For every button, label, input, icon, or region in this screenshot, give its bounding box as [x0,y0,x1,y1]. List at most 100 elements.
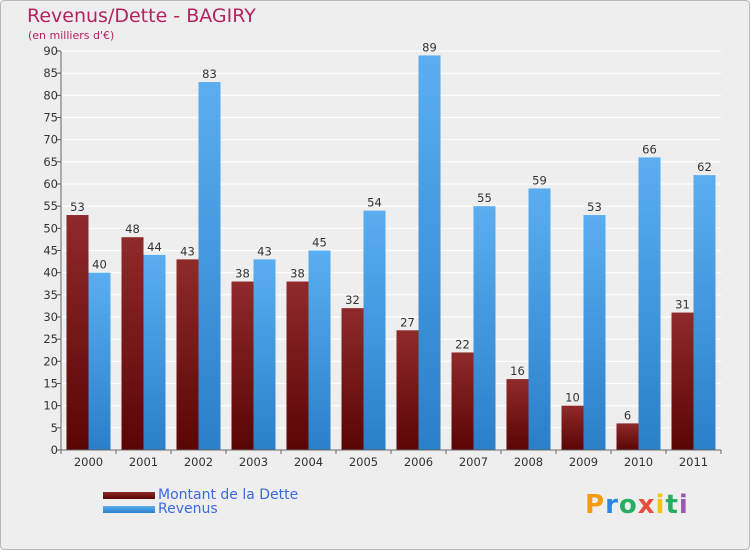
x-tick-label: 2003 [239,455,268,469]
bar-debt [396,330,419,450]
bar-debt [451,352,474,450]
logo-letter: r [605,490,619,520]
y-tick-label: 15 [43,377,58,391]
legend-item-debt: Montant de la Dette [103,487,299,503]
bar-debt [121,237,144,450]
y-tick-label: 75 [43,111,58,125]
y-tick-label: 90 [43,44,58,58]
y-tick-label: 35 [43,288,58,302]
logo-letter: i [655,490,666,520]
bar-debt [671,312,694,450]
x-tick-label: 2001 [129,455,158,469]
data-label-debt: 22 [455,337,470,351]
bar-revenue [143,254,166,450]
y-tick-label: 50 [43,221,58,235]
x-tick-label: 2011 [679,455,708,469]
bar-debt [286,281,309,450]
x-tick-label: 2009 [569,455,598,469]
data-label-debt: 27 [400,315,415,329]
logo-letter: x [637,490,656,520]
bar-revenue [88,272,111,450]
y-tick-label: 20 [43,354,58,368]
data-label-revenue: 59 [532,173,547,187]
data-label-revenue: 40 [92,258,107,272]
data-label-debt: 38 [235,267,250,281]
y-tick-label: 40 [43,266,58,280]
x-tick-label: 2008 [514,455,543,469]
data-label-revenue: 53 [587,200,602,214]
bar-debt [616,423,639,450]
y-tick-label: 60 [43,177,58,191]
y-tick-label: 55 [43,199,58,213]
data-label-revenue: 66 [642,142,657,156]
logo-letter: o [618,490,638,520]
bars: 53 40 48 44 43 83 38 43 38 45 32 54 27 89 22 55 16 59 10 53… [66,40,716,451]
grid [61,50,721,451]
chart-subtitle: (en milliers d'€) [28,29,115,42]
bar-revenue [198,82,221,451]
y-tick-label: 25 [43,332,58,346]
x-tick-label: 2000 [74,455,103,469]
data-label-revenue: 45 [312,236,327,250]
legend-label-revenue: Revenus [158,501,218,517]
y-tick-label: 70 [43,133,58,147]
proxiti-logo: Proxiti [585,490,689,520]
data-label-revenue: 89 [422,40,437,54]
data-label-revenue: 43 [257,244,272,258]
bar-revenue [253,259,276,450]
x-tick-label: 2004 [294,455,323,469]
bar-revenue [638,157,661,450]
x-tick-label: 2006 [404,455,433,469]
legend-swatch-debt [103,491,155,499]
y-tick-label: 30 [43,310,58,324]
axes: 0 5 10 15 20 25 30 35 40 45 50 55 60 65 70 75 80 85 90 2000… [43,44,722,469]
bar-debt [561,405,584,450]
data-label-debt: 16 [510,364,525,378]
y-tick-label: 0 [51,443,58,457]
data-label-revenue: 55 [477,191,492,205]
data-label-revenue: 83 [202,67,217,81]
data-label-debt: 32 [345,293,360,307]
bar-debt [506,379,529,450]
bar-revenue [418,55,441,450]
data-label-debt: 48 [125,222,140,236]
logo-letter: P [585,490,606,520]
data-label-debt: 38 [290,267,305,281]
logo-letter: t [665,490,679,520]
data-label-debt: 6 [624,408,631,422]
bar-debt [231,281,254,450]
bar-debt [176,259,199,450]
bar-debt [341,308,364,450]
data-label-debt: 10 [565,391,580,405]
legend-swatch-revenue [103,505,155,513]
data-label-debt: 31 [675,298,690,312]
bar-revenue [693,175,716,450]
legend-item-revenue: Revenus [103,501,218,517]
data-label-revenue: 54 [367,196,382,210]
x-tick-label: 2002 [184,455,213,469]
data-label-revenue: 62 [697,160,712,174]
x-tick-label: 2010 [624,455,653,469]
bar-revenue [308,250,331,450]
y-tick-label: 85 [43,66,58,80]
bar-revenue [583,215,606,450]
data-label-revenue: 44 [147,240,162,254]
y-tick-label: 80 [43,88,58,102]
x-tick-label: 2007 [459,455,488,469]
y-tick-label: 5 [51,421,58,435]
x-tick-label: 2005 [349,455,378,469]
y-tick-label: 45 [43,244,58,258]
y-tick-label: 65 [43,155,58,169]
bar-revenue [363,210,386,450]
bar-revenue [473,206,496,450]
bar-revenue [528,188,551,450]
y-tick-label: 10 [43,399,58,413]
legend-label-debt: Montant de la Dette [158,487,299,503]
data-label-debt: 53 [70,200,85,214]
logo-letter: i [678,490,689,520]
chart-title: Revenus/Dette - BAGIRY [27,5,256,27]
bar-debt [66,215,89,450]
data-label-debt: 43 [180,244,195,258]
